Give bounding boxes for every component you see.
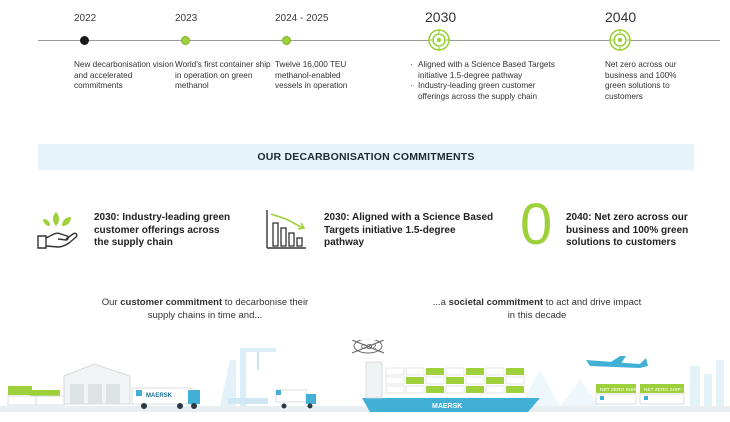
timeline-text-2024: Twelve 16,000 TEU methanol-enabled vesse…	[275, 60, 348, 90]
timeline-2030-bullet: Aligned with a Science Based Targets ini…	[410, 60, 560, 81]
timeline-year-2023: 2023	[175, 13, 198, 24]
timeline-dot-2024	[282, 36, 291, 45]
hand-with-leaves-icon	[37, 212, 78, 249]
timeline-line	[38, 40, 720, 41]
banner-title: OUR DECARBONISATION COMMITMENTS	[257, 151, 475, 163]
target-icon	[428, 29, 450, 51]
societal-commitment-text: ...a societal commitment to act and driv…	[432, 297, 642, 322]
timeline-text-2022: New decarbonisation vision and accelerat…	[74, 60, 174, 90]
declining-bar-chart-icon	[266, 210, 306, 249]
timeline-dot-2022	[80, 36, 89, 45]
timeline-2030-bullet: Industry-leading green customer offering…	[410, 81, 560, 102]
logistics-scene-illustration: MAERSK CO2 MAERSK NET ZERO SHIP NET ZERO…	[0, 340, 730, 412]
target-icon	[609, 29, 631, 51]
timeline-year-2030: 2030	[425, 9, 457, 25]
societal-commitment-pre: ...a	[432, 297, 449, 308]
timeline-year-2022: 2022	[74, 13, 97, 24]
commitments-banner: OUR DECARBONISATION COMMITMENTS	[38, 144, 694, 170]
societal-commitment-post: to act and drive impact in this decade	[507, 297, 642, 321]
customer-commitment-bold: customer commitment	[120, 297, 223, 308]
timeline-dot-2023	[181, 36, 190, 45]
zero-icon: 0	[520, 192, 553, 257]
timeline-text-2030: Aligned with a Science Based Targets ini…	[410, 60, 560, 102]
commitment-2040-net-zero: 2040: Net zero across our business and 1…	[566, 212, 689, 248]
timeline-text-2040: Net zero across our business and 100% gr…	[605, 60, 677, 101]
customer-commitment-text: Our customer commitment to decarbonise t…	[95, 297, 315, 322]
ship-brand-label: MAERSK	[432, 403, 462, 410]
timeline-text-2023: World's first container ship in operatio…	[175, 60, 271, 90]
customer-commitment-post: to decarbonise their supply chains in ti…	[147, 297, 309, 321]
timeline-year-2040: 2040	[605, 9, 637, 25]
commitment-2030-offerings: 2030: Industry-leading green customer of…	[94, 212, 231, 248]
commitment-2030-sbti: 2030: Aligned with a Science Based Targe…	[324, 212, 494, 248]
customer-commitment-pre: Our	[101, 297, 121, 308]
societal-commitment-bold: societal commitment	[448, 297, 544, 308]
truck-brand-label: MAERSK	[146, 393, 173, 399]
container-label: NET ZERO SHIP	[600, 387, 637, 393]
container-label: NET ZERO SHIP	[644, 387, 681, 393]
timeline-year-2024-2025: 2024 - 2025	[275, 13, 329, 24]
